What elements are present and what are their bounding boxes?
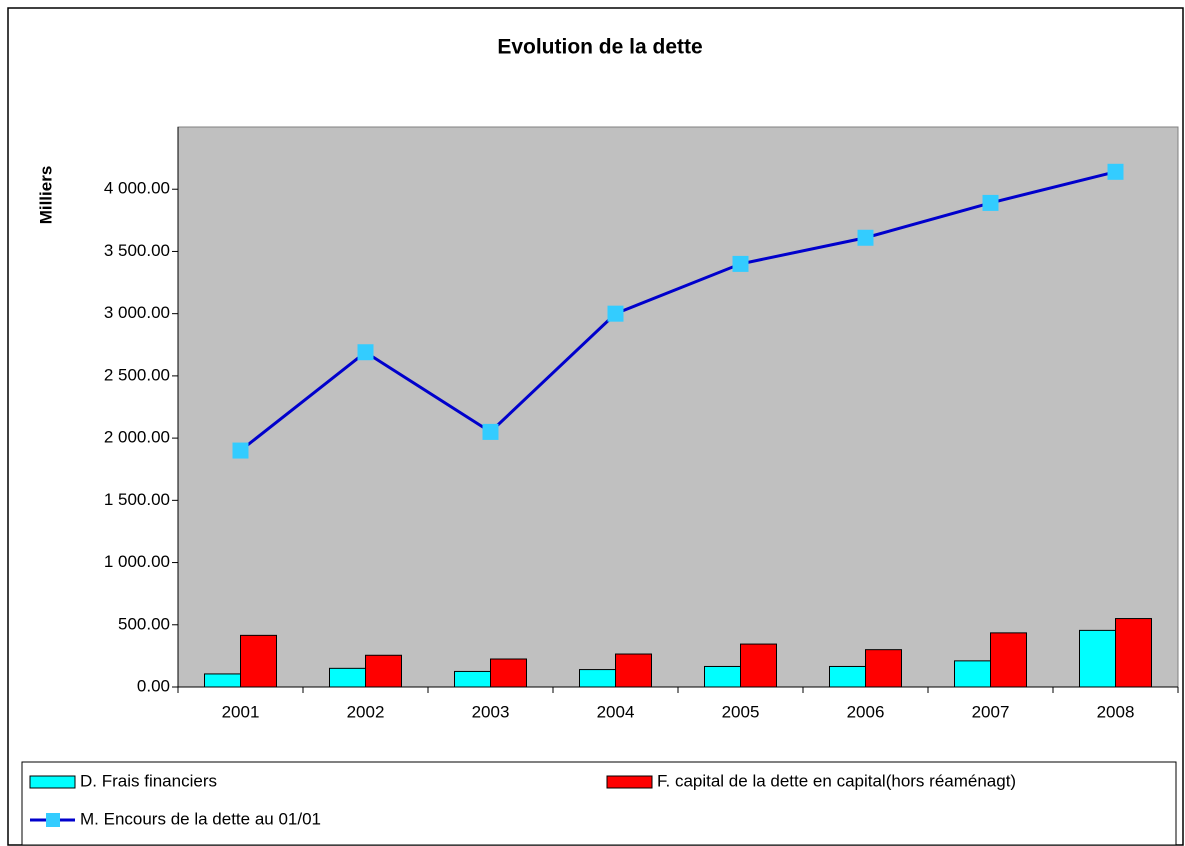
- x-tick-label: 2004: [597, 702, 635, 721]
- line-marker: [732, 255, 749, 272]
- x-tick-label: 2001: [222, 702, 260, 721]
- bar: [454, 670, 491, 688]
- y-tick-label: 3 500.00: [104, 241, 170, 260]
- bar: [740, 643, 777, 688]
- y-tick-label: 4 000.00: [104, 179, 170, 198]
- legend-label: M. Encours de la dette au 01/01: [80, 809, 321, 828]
- legend-label: F. capital de la dette en capital(hors r…: [657, 771, 1016, 790]
- y-tick-label: 1 000.00: [104, 552, 170, 571]
- line-marker: [857, 229, 874, 246]
- legend-box: [21, 761, 1177, 846]
- bar: [329, 667, 366, 688]
- bar: [704, 665, 741, 688]
- y-tick-label: 500.00: [118, 614, 170, 633]
- y-tick-label: 1 500.00: [104, 490, 170, 509]
- chart-title: Evolution de la dette: [497, 36, 702, 59]
- y-tick-label: 0.00: [137, 676, 170, 695]
- x-tick-label: 2008: [1097, 702, 1135, 721]
- legend-swatch: [606, 775, 653, 789]
- bar: [1115, 618, 1152, 688]
- bar: [829, 665, 866, 688]
- line-marker: [982, 194, 999, 211]
- line-marker: [232, 442, 249, 459]
- bar: [615, 653, 652, 688]
- y-tick-label: 2 500.00: [104, 365, 170, 384]
- x-tick-label: 2007: [972, 702, 1010, 721]
- legend-swatch: [29, 775, 76, 789]
- legend-label: D. Frais financiers: [80, 771, 217, 790]
- bar: [579, 669, 616, 688]
- x-tick-label: 2005: [722, 702, 760, 721]
- y-tick-label: 3 000.00: [104, 303, 170, 322]
- line-marker: [357, 344, 374, 361]
- plot-area: [177, 126, 1179, 688]
- bar: [365, 654, 402, 688]
- line-marker: [607, 305, 624, 322]
- bar: [954, 660, 991, 688]
- bar: [990, 632, 1027, 688]
- line-marker: [1107, 163, 1124, 180]
- x-tick-label: 2002: [347, 702, 385, 721]
- line-series: [239, 170, 1116, 452]
- y-tick-label: 2 000.00: [104, 428, 170, 447]
- y-axis-label: Milliers: [36, 166, 55, 225]
- line-marker: [482, 423, 499, 440]
- bar: [240, 634, 277, 688]
- bar: [204, 673, 241, 688]
- bar: [490, 658, 527, 688]
- x-tick-label: 2006: [847, 702, 885, 721]
- x-tick-label: 2003: [472, 702, 510, 721]
- bar: [1079, 629, 1116, 688]
- legend-marker: [46, 813, 60, 827]
- bar: [865, 649, 902, 688]
